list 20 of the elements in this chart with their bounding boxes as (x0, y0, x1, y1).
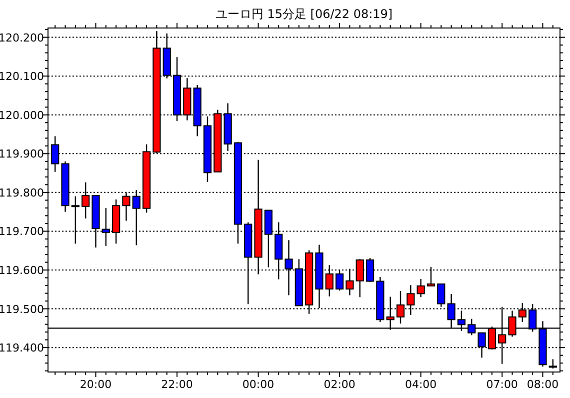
x-tick-label: 22:00 (161, 378, 193, 391)
candlestick (548, 358, 557, 370)
y-tick-label: 119.900 (0, 148, 44, 161)
y-tick-label: 119.600 (0, 264, 44, 277)
y-tick-label: 119.800 (0, 186, 44, 200)
candlestick (416, 278, 425, 298)
x-tick-label: 02:00 (324, 378, 356, 391)
y-tick-label: 119.500 (0, 302, 44, 316)
x-tick-label: 07:00 (486, 378, 518, 391)
chart-title: ユーロ円 15分足 [06/22 08:19] (215, 7, 393, 21)
x-tick-label: 08:00 (526, 378, 559, 391)
x-tick-label: 04:00 (404, 378, 437, 391)
candlestick (346, 268, 354, 296)
y-tick-label: 119.400 (0, 342, 44, 355)
x-tick-label: 00:00 (242, 378, 274, 391)
x-tick-label: 20:00 (80, 378, 112, 391)
y-tick-label: 119.700 (0, 225, 44, 238)
y-tick-label: 120.100 (0, 70, 44, 84)
y-tick-label: 120.200 (0, 31, 44, 44)
y-tick-label: 120.000 (0, 108, 44, 122)
